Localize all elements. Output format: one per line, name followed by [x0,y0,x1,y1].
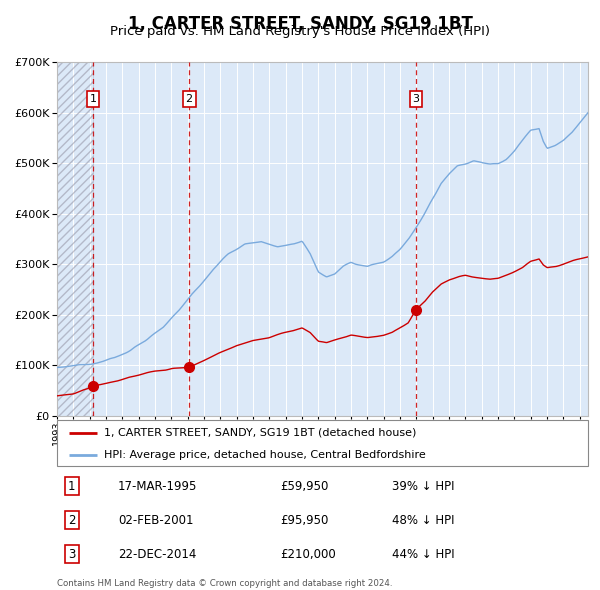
Text: £210,000: £210,000 [280,548,336,560]
Text: 1, CARTER STREET, SANDY, SG19 1BT (detached house): 1, CARTER STREET, SANDY, SG19 1BT (detac… [104,428,416,438]
Text: 2: 2 [68,513,76,526]
Text: £59,950: £59,950 [280,480,328,493]
Text: HPI: Average price, detached house, Central Bedfordshire: HPI: Average price, detached house, Cent… [104,450,425,460]
Text: 2: 2 [185,94,193,104]
FancyBboxPatch shape [57,420,588,466]
Text: 02-FEB-2001: 02-FEB-2001 [118,513,194,526]
Text: 3: 3 [412,94,419,104]
Text: 22-DEC-2014: 22-DEC-2014 [118,548,196,560]
Text: 1: 1 [68,480,76,493]
Text: 1: 1 [89,94,97,104]
Text: 3: 3 [68,548,76,560]
Text: 17-MAR-1995: 17-MAR-1995 [118,480,197,493]
Text: 44% ↓ HPI: 44% ↓ HPI [392,548,454,560]
Text: Price paid vs. HM Land Registry's House Price Index (HPI): Price paid vs. HM Land Registry's House … [110,25,490,38]
Text: 39% ↓ HPI: 39% ↓ HPI [392,480,454,493]
Text: Contains HM Land Registry data © Crown copyright and database right 2024.
This d: Contains HM Land Registry data © Crown c… [57,579,392,590]
Text: 1, CARTER STREET, SANDY, SG19 1BT: 1, CARTER STREET, SANDY, SG19 1BT [128,15,472,33]
Text: £95,950: £95,950 [280,513,328,526]
Text: 48% ↓ HPI: 48% ↓ HPI [392,513,454,526]
